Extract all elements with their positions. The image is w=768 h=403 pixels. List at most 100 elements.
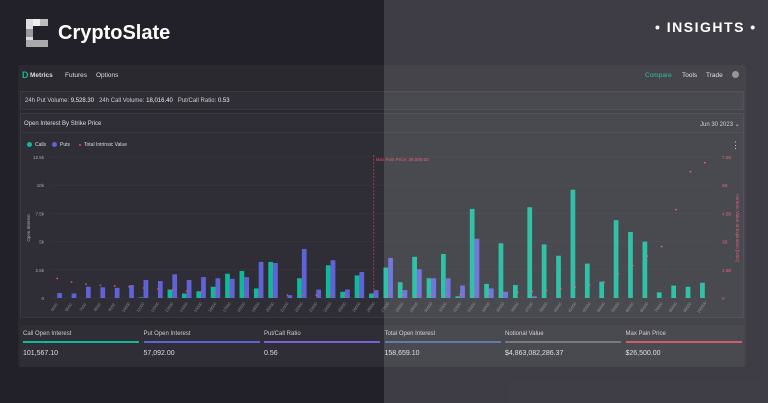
y2-tick-label: 0 [722, 296, 725, 301]
stat-2: Put/Call Ratio 0.56 [264, 331, 380, 357]
intrinsic-point [228, 292, 231, 295]
put-bar [201, 277, 206, 298]
intrinsic-point [473, 293, 476, 296]
ratio-value: 0.53 [217, 98, 230, 104]
intrinsic-point [516, 291, 519, 294]
call-bar [512, 285, 518, 298]
nav-compare[interactable]: Compare [645, 72, 672, 79]
call-bar [181, 293, 187, 298]
intrinsic-point [459, 293, 462, 296]
put-bar [229, 278, 235, 298]
x-tick-label: 19000 [250, 301, 261, 314]
x-tick-label: 42000 [567, 301, 578, 314]
expiry-select[interactable]: Jun 30 2023 ⌄ [700, 121, 740, 128]
nav-trade[interactable]: Trade [706, 72, 723, 79]
call-bar [584, 263, 590, 298]
stat-label: Put/Call Ratio [264, 331, 301, 337]
x-tick-label: 45000 [581, 301, 592, 314]
intrinsic-point [502, 292, 505, 294]
nav-tools[interactable]: Tools [682, 72, 698, 79]
kebab-icon[interactable]: ⋮ [731, 140, 740, 150]
nav-options[interactable]: Options [96, 72, 119, 79]
stat-underline [505, 341, 621, 343]
stat-underline [264, 341, 380, 343]
x-tick-label: 36000 [509, 301, 520, 314]
insights-tag: • INSIGHTS • [655, 19, 757, 35]
call-bar [700, 282, 705, 298]
put-bar [215, 278, 221, 298]
x-tick-label: 55000 [610, 301, 621, 314]
intrinsic-point [401, 294, 404, 297]
y-tick-label: 7.5k [35, 211, 44, 216]
put-bar [416, 269, 422, 298]
intrinsic-point [214, 291, 217, 294]
stat-label: Max Pain Price [625, 331, 666, 337]
x-tick-label: 26000 [351, 301, 362, 314]
x-tick-label: 30000 [423, 301, 434, 314]
call-bar [354, 275, 360, 298]
put-volume: 9,528.30 [70, 98, 95, 104]
call-bar [210, 286, 216, 298]
put-bar [431, 278, 437, 298]
call-bar [527, 207, 533, 298]
intrinsic-point [646, 255, 649, 257]
stat-underline [625, 341, 742, 343]
x-tick-label: 35000 [495, 301, 506, 314]
intrinsic-point [85, 283, 87, 285]
call-bar [599, 281, 605, 298]
call-bar [225, 273, 230, 298]
stats-bar: Call Open Interest 101,567.10 Put Open Int… [20, 325, 744, 367]
x-tick-label: 8000 [93, 301, 103, 312]
volume-summary: 24h Put Volume: 9,528.30 24h Call Volume… [20, 91, 744, 110]
y2-tick-label: 6B [722, 183, 728, 188]
nav-metrics[interactable]: Metrics [30, 72, 53, 79]
call-bar [325, 265, 331, 298]
cryptoslate-logo-icon [26, 19, 48, 47]
stat-value: 0.56 [264, 350, 278, 357]
call-bar [685, 286, 691, 298]
legend-intrinsic[interactable]: Total Intrinsic Value [79, 142, 127, 148]
brand-name: CryptoSlate [58, 22, 171, 44]
gear-icon[interactable] [732, 71, 739, 78]
call-bar [412, 256, 417, 298]
call-bar [138, 297, 144, 298]
nav-futures[interactable]: Futures [65, 72, 88, 79]
stat-label: Total Open Interest [384, 331, 436, 337]
call-bar [441, 254, 446, 298]
put-bar [129, 285, 134, 298]
call-bar [628, 232, 633, 298]
put-bar [345, 289, 350, 298]
x-tick-label: 6000 [64, 301, 74, 312]
call-bar [253, 288, 259, 298]
y2-tick-label: 7.5B [722, 155, 731, 160]
y-tick-label: 2.5k [35, 268, 44, 273]
x-tick-label: 34000 [480, 301, 491, 314]
stat-value: 57,092.00 [143, 350, 175, 357]
intrinsic-point [603, 281, 605, 283]
put-bar [100, 287, 106, 298]
intrinsic-point [286, 294, 289, 296]
call-bar [613, 220, 619, 298]
call-bar [297, 278, 302, 298]
x-tick-label: 11000 [135, 301, 146, 313]
call-bar [426, 278, 432, 298]
stat-4: Notional Value $4,863,082,286.37 [505, 331, 621, 357]
intrinsic-point [142, 287, 145, 289]
intrinsic-point [488, 292, 490, 295]
legend-puts[interactable]: Puts [52, 142, 70, 148]
intrinsic-point [70, 281, 73, 283]
x-tick-label: 32000 [452, 301, 463, 314]
intrinsic-point [444, 293, 447, 296]
put-bar [57, 293, 62, 298]
y-tick-label: 0 [41, 296, 44, 301]
put-bar [244, 277, 250, 298]
legend-calls[interactable]: Calls [27, 142, 46, 148]
intrinsic-point [128, 285, 131, 288]
intrinsic-point [545, 289, 548, 292]
intrinsic-point [344, 294, 346, 297]
put-bar [85, 286, 91, 298]
put-volume-label: 24h Put Volume: [25, 98, 70, 104]
call-bar [671, 285, 677, 298]
intrinsic-point [113, 285, 116, 287]
put-bar [488, 288, 494, 298]
